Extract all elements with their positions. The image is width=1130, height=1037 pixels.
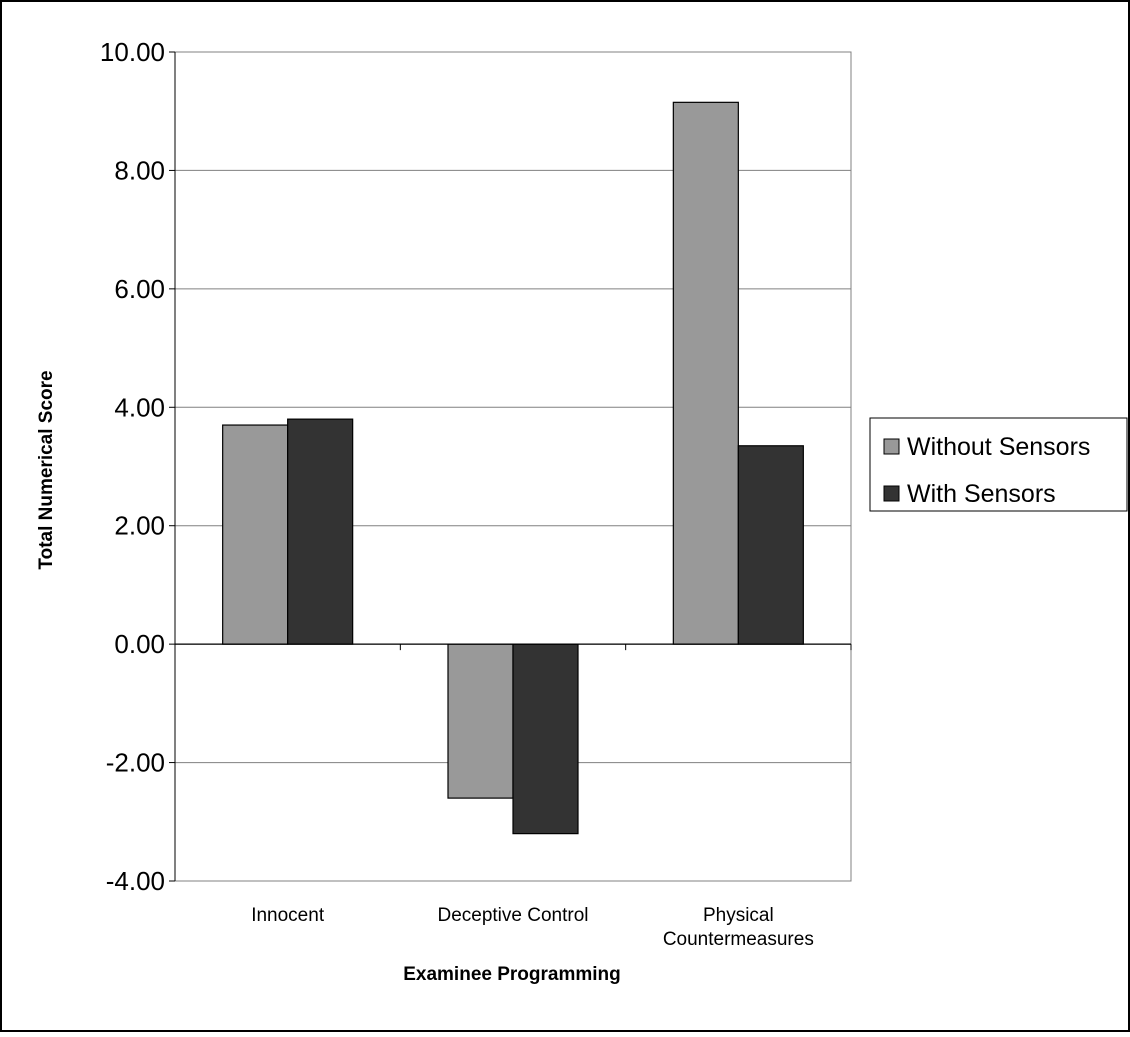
legend-label: Without Sensors bbox=[907, 433, 1090, 461]
y-tick-label: 10.00 bbox=[100, 37, 165, 67]
bar bbox=[512, 643, 579, 835]
y-tick-label: 0.00 bbox=[114, 629, 165, 659]
bars bbox=[222, 101, 804, 835]
y-axis-title: Total Numerical Score bbox=[36, 370, 57, 569]
bar bbox=[737, 445, 804, 645]
x-tick-label: Innocent bbox=[251, 905, 325, 926]
x-tick-labels: Innocent Deceptive Control Physical Counter… bbox=[251, 905, 814, 950]
legend: Without Sensors With Sensors bbox=[869, 417, 1128, 512]
y-tick-label: 4.00 bbox=[114, 392, 165, 422]
y-tick-label: 6.00 bbox=[114, 274, 165, 304]
legend-box bbox=[869, 417, 1128, 512]
bar bbox=[222, 424, 289, 645]
legend-label: With Sensors bbox=[907, 480, 1056, 508]
x-axis-title: Examinee Programming bbox=[403, 964, 621, 985]
bar bbox=[672, 101, 739, 645]
y-tick-label: 2.00 bbox=[114, 511, 165, 541]
bar bbox=[287, 418, 354, 645]
bar bbox=[447, 643, 514, 799]
x-tick-label: Physical Countermeasures bbox=[663, 905, 814, 950]
y-tick-label: -2.00 bbox=[106, 748, 165, 778]
y-tick-label: -4.00 bbox=[106, 866, 165, 896]
legend-swatch bbox=[883, 438, 900, 455]
y-tick-label: 8.00 bbox=[114, 155, 165, 185]
x-tick-label: Deceptive Control bbox=[437, 905, 588, 926]
axes bbox=[169, 51, 852, 882]
legend-swatch bbox=[883, 485, 900, 502]
y-tick-labels: -4.00 -2.00 0.00 2.00 4.00 6.00 8.00 10.00 bbox=[100, 37, 165, 896]
